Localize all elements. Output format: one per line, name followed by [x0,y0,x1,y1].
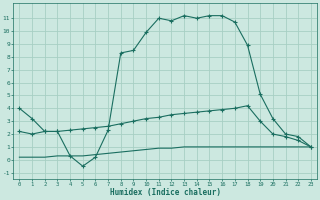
X-axis label: Humidex (Indice chaleur): Humidex (Indice chaleur) [110,188,220,197]
